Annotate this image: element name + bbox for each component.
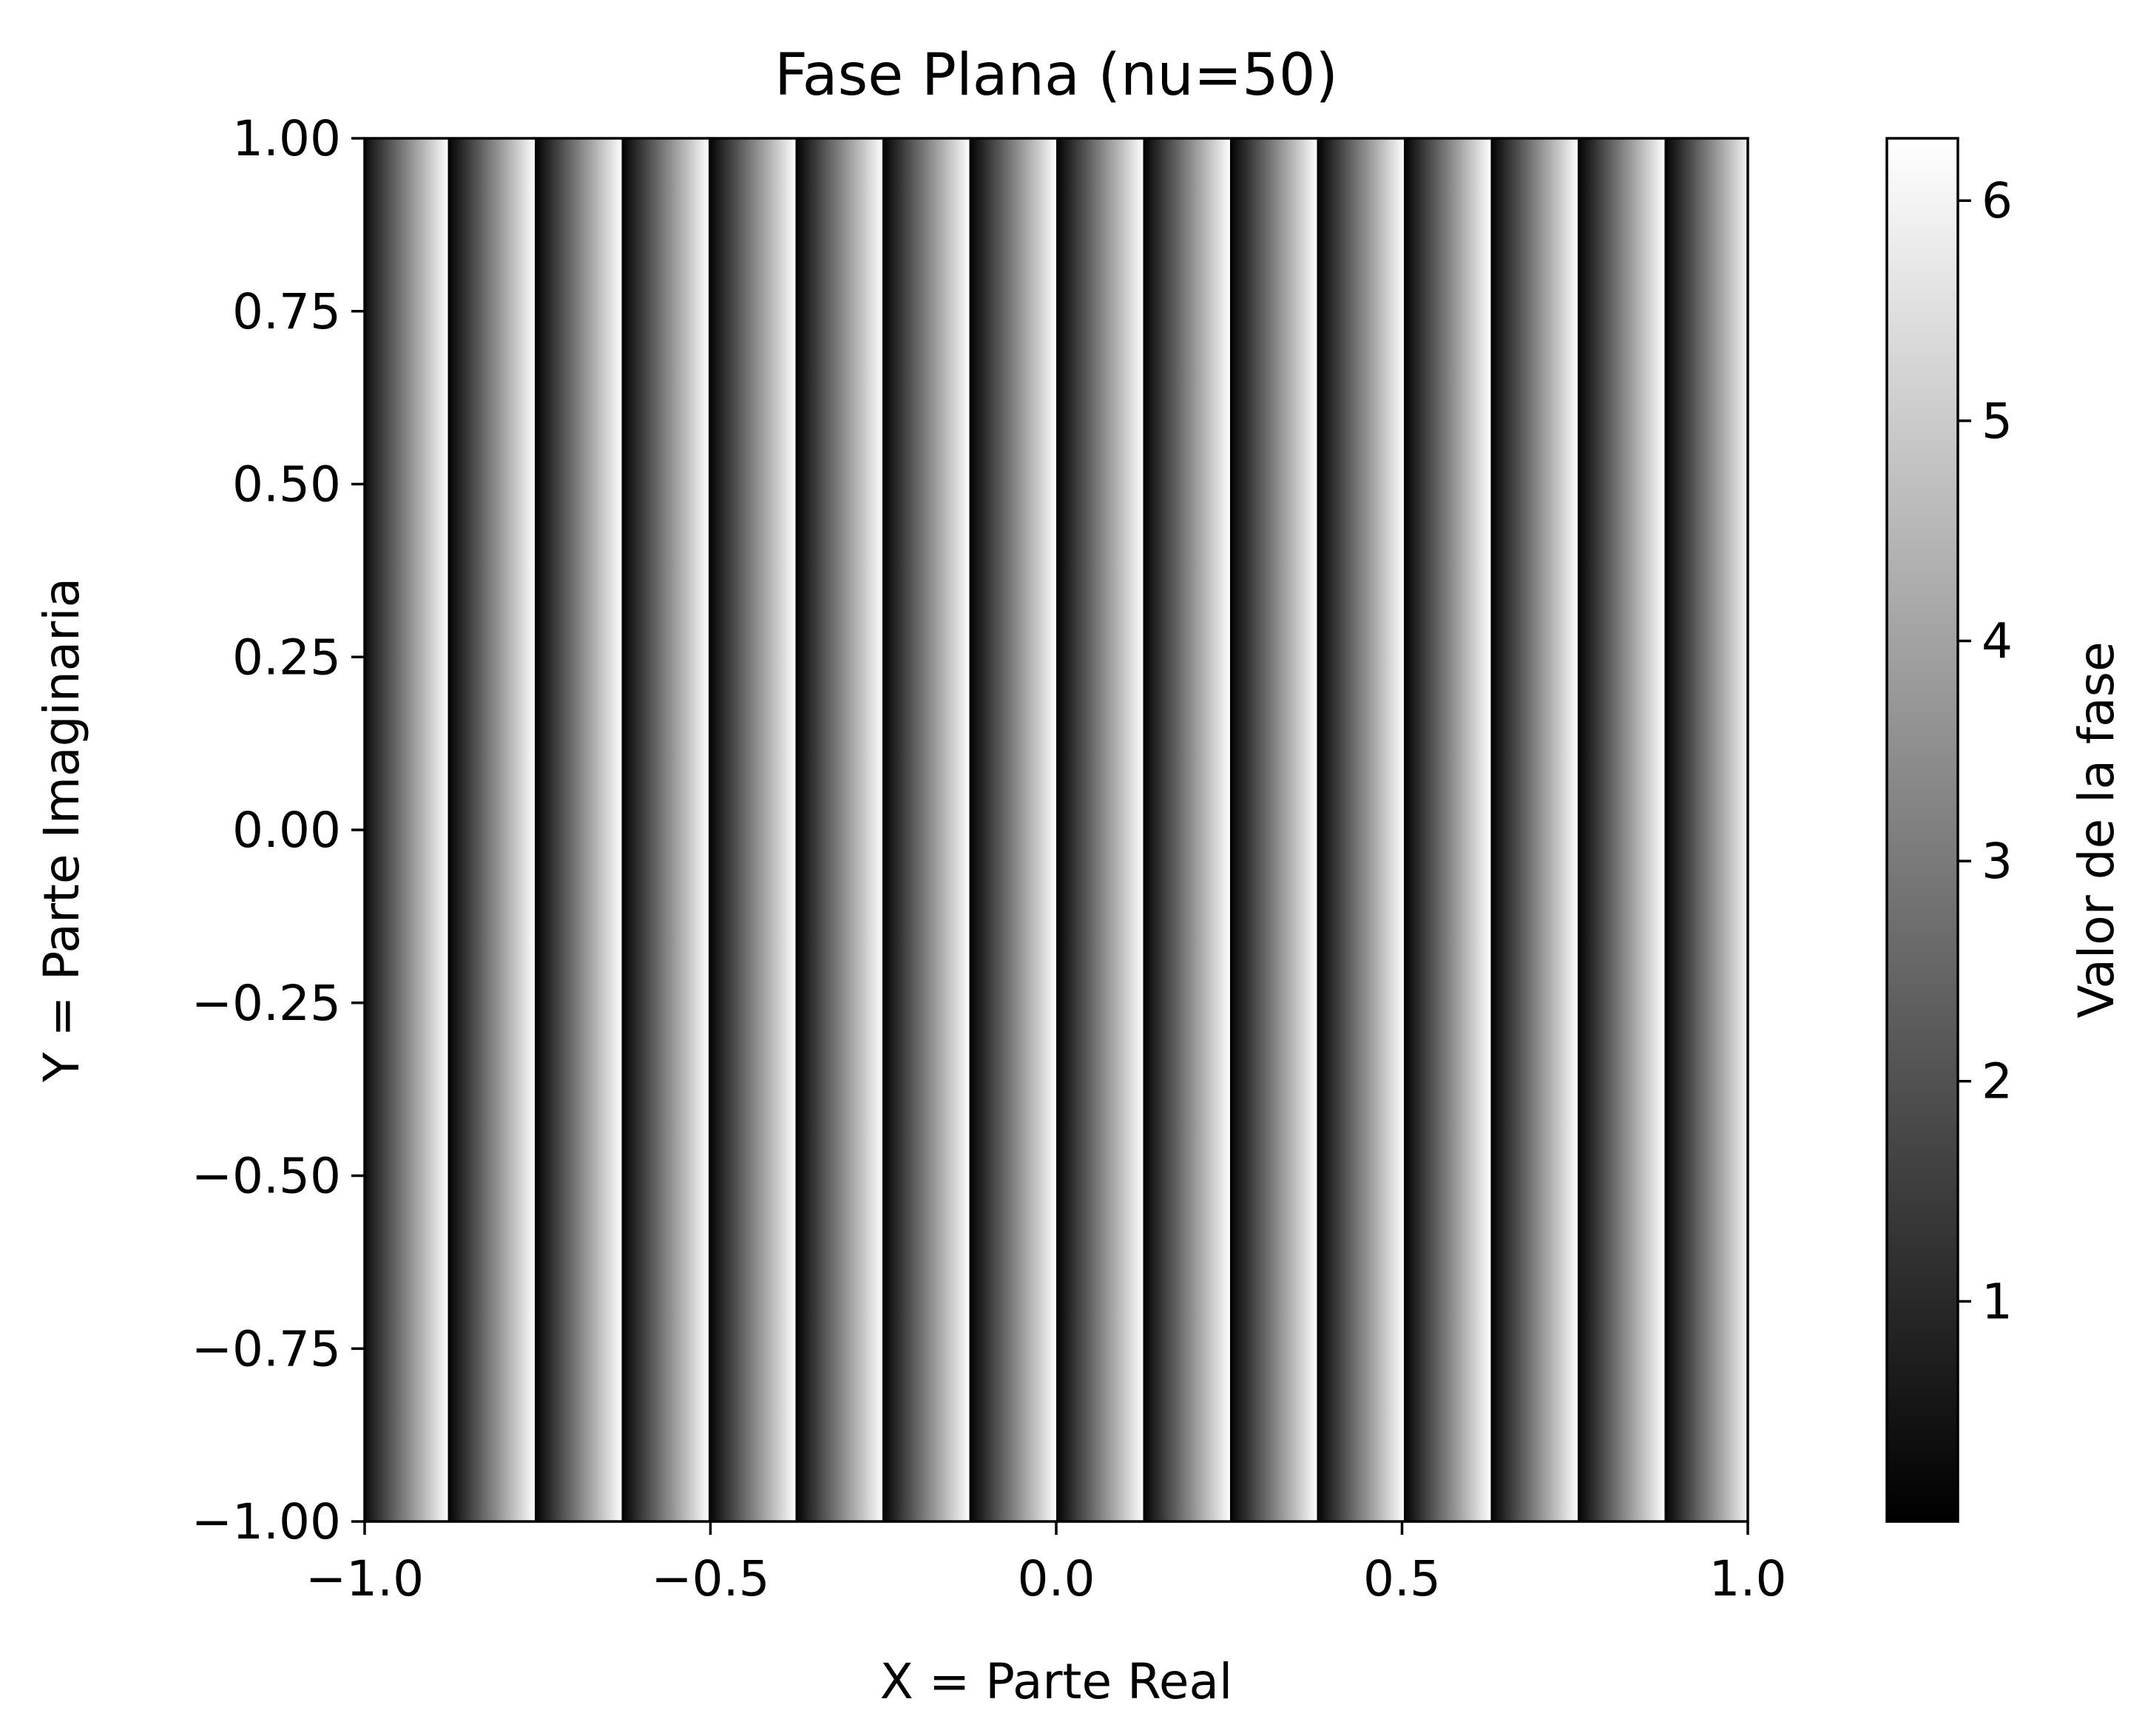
colorbar-tick-label: 4 [1982,612,2013,669]
colorbar-label: Valor de la fase [2068,641,2125,1018]
y-tick-label: −0.25 [192,975,341,1032]
heatmap-stripes [365,138,1748,1521]
colorbar-tick-label: 5 [1982,393,2013,450]
y-tick-label: 0.00 [232,802,341,859]
phase-stripe [1403,138,1492,1521]
phase-stripe [1143,138,1231,1521]
chart-title: Fase Plana (nu=50) [774,42,1338,109]
x-tick-label: −0.5 [651,1550,769,1607]
phase-stripe [621,138,709,1521]
y-tick-label: 0.25 [232,629,341,686]
colorbar-tick-label: 3 [1982,833,2013,890]
phase-stripe [447,138,536,1521]
y-tick-label: 0.50 [232,456,341,513]
colorbar-tick-label: 1 [1982,1273,2013,1330]
phase-stripe [709,138,797,1521]
phase-stripe [365,138,449,1521]
phase-stripe [1577,138,1666,1521]
phase-stripe [795,138,883,1521]
colorbar-tick-label: 2 [1982,1053,2013,1110]
y-tick-label: 1.00 [232,110,341,167]
colorbar-axis: 1 2 3 4 5 6 [1958,172,2013,1330]
y-tick-label: −0.50 [192,1148,341,1205]
phase-stripe [1664,138,1748,1521]
phase-stripe [1056,138,1144,1521]
colorbar [1885,137,1959,1523]
phase-stripe [535,138,623,1521]
y-tick-label: −1.00 [192,1493,341,1550]
x-tick-label: 1.0 [1709,1550,1787,1607]
x-tick-label: −1.0 [305,1550,424,1607]
phase-stripe [1229,138,1318,1521]
y-axis: 1.00 0.75 0.50 0.25 0.00 −0.25 −0.50 −0.75 −1.00 [192,110,365,1550]
phase-stripe [1490,138,1578,1521]
phase-stripe [969,138,1057,1521]
x-axis: −1.0 −0.5 0.0 0.5 1.0 [305,1521,1787,1607]
colorbar-tick-label: 6 [1982,172,2013,229]
phase-stripe [882,138,970,1521]
x-axis-label: X = Parte Real [880,1653,1233,1710]
x-tick-label: 0.0 [1018,1550,1095,1607]
y-axis-label: Y = Parte Imaginaria [33,578,90,1083]
y-tick-label: −0.75 [192,1320,341,1377]
phase-stripe [1317,138,1405,1521]
y-tick-label: 0.75 [232,283,341,340]
x-tick-label: 0.5 [1363,1550,1441,1607]
